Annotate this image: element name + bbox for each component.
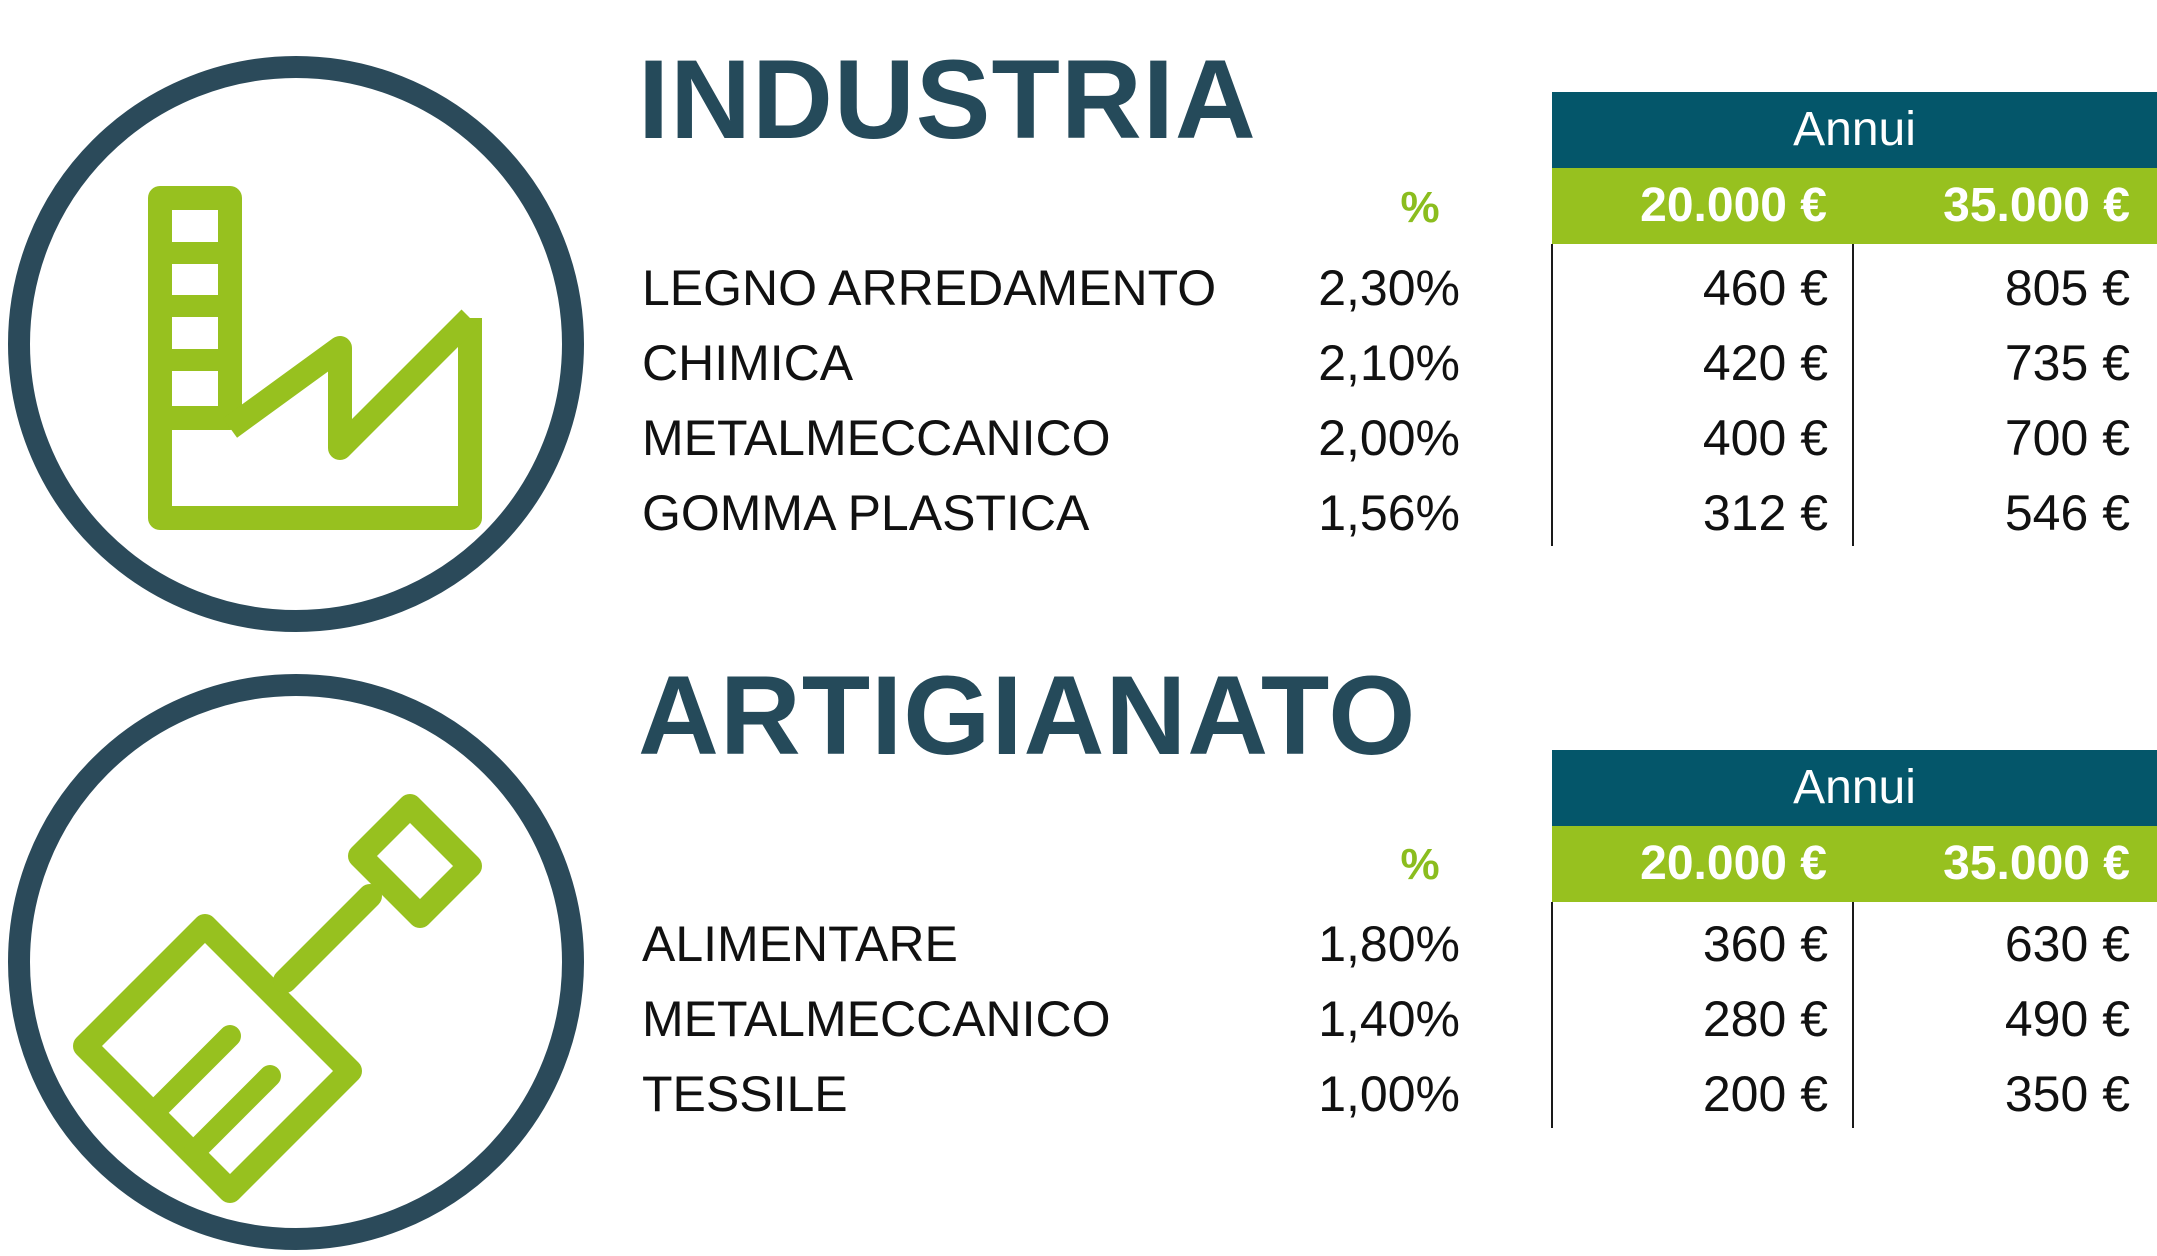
row-label: TESSILE — [642, 1066, 848, 1122]
row-amount-20000: 280 € — [1702, 991, 1828, 1047]
table-row: ALIMENTARE 1,80% 360 € 630 € — [0, 906, 2157, 982]
column-divider — [1852, 902, 1854, 1128]
percent-header: % — [1400, 183, 1440, 232]
row-amount-20000: 360 € — [1702, 916, 1828, 972]
amount-headers: 20.000 € 35.000 € — [1552, 168, 2157, 244]
row-amount-20000: 400 € — [1702, 410, 1828, 466]
section-artigianato: ARTIGIANATO % Annui 20.000 € 35.000 € AL… — [0, 656, 2157, 1256]
amount-header-20000: 20.000 € — [1640, 837, 1827, 890]
row-percent: 2,30% — [1318, 260, 1460, 316]
amount-header-35000: 35.000 € — [1943, 179, 2130, 232]
row-percent: 2,10% — [1318, 335, 1460, 391]
row-amount-20000: 460 € — [1702, 260, 1828, 316]
table-row: LEGNO ARREDAMENTO 2,30% 460 € 805 € — [0, 250, 2157, 326]
table-row: METALMECCANICO 2,00% 400 € 700 € — [0, 400, 2157, 476]
annual-header: Annui — [1552, 92, 2157, 168]
annual-header: Annui — [1552, 750, 2157, 826]
row-amount-35000: 700 € — [2004, 410, 2130, 466]
row-amount-20000: 420 € — [1702, 335, 1828, 391]
row-amount-35000: 350 € — [2004, 1066, 2130, 1122]
row-label: LEGNO ARREDAMENTO — [642, 260, 1217, 316]
row-amount-35000: 735 € — [2004, 335, 2130, 391]
row-percent: 1,40% — [1318, 991, 1460, 1047]
percent-header: % — [1400, 840, 1440, 889]
row-label: METALMECCANICO — [642, 410, 1111, 466]
row-label: GOMMA PLASTICA — [642, 485, 1090, 541]
section-industria: INDUSTRIA % Annui 20.000 € 35.000 € LEGN… — [0, 37, 2157, 632]
row-amount-35000: 546 € — [2004, 485, 2130, 541]
table-row: TESSILE 1,00% 200 € 350 € — [0, 1056, 2157, 1132]
section-title: INDUSTRIA — [638, 37, 1257, 162]
row-amount-35000: 805 € — [2004, 260, 2130, 316]
row-percent: 1,56% — [1318, 485, 1460, 541]
amount-headers: 20.000 € 35.000 € — [1552, 826, 2157, 902]
amount-header-35000: 35.000 € — [1943, 837, 2130, 890]
column-divider — [1852, 244, 1854, 546]
table-row: METALMECCANICO 1,40% 280 € 490 € — [0, 981, 2157, 1057]
table-row: CHIMICA 2,10% 420 € 735 € — [0, 325, 2157, 401]
row-percent: 2,00% — [1318, 410, 1460, 466]
table-row: GOMMA PLASTICA 1,56% 312 € 546 € — [0, 475, 2157, 551]
section-title: ARTIGIANATO — [638, 653, 1417, 778]
row-label: ALIMENTARE — [642, 916, 958, 972]
row-percent: 1,80% — [1318, 916, 1460, 972]
amount-header-20000: 20.000 € — [1640, 179, 1827, 232]
row-amount-20000: 312 € — [1702, 485, 1828, 541]
row-amount-35000: 630 € — [2004, 916, 2130, 972]
row-percent: 1,00% — [1318, 1066, 1460, 1122]
row-amount-20000: 200 € — [1702, 1066, 1828, 1122]
row-amount-35000: 490 € — [2004, 991, 2130, 1047]
row-label: CHIMICA — [642, 335, 854, 391]
column-divider — [1551, 244, 1553, 546]
row-label: METALMECCANICO — [642, 991, 1111, 1047]
column-divider — [1551, 902, 1553, 1128]
